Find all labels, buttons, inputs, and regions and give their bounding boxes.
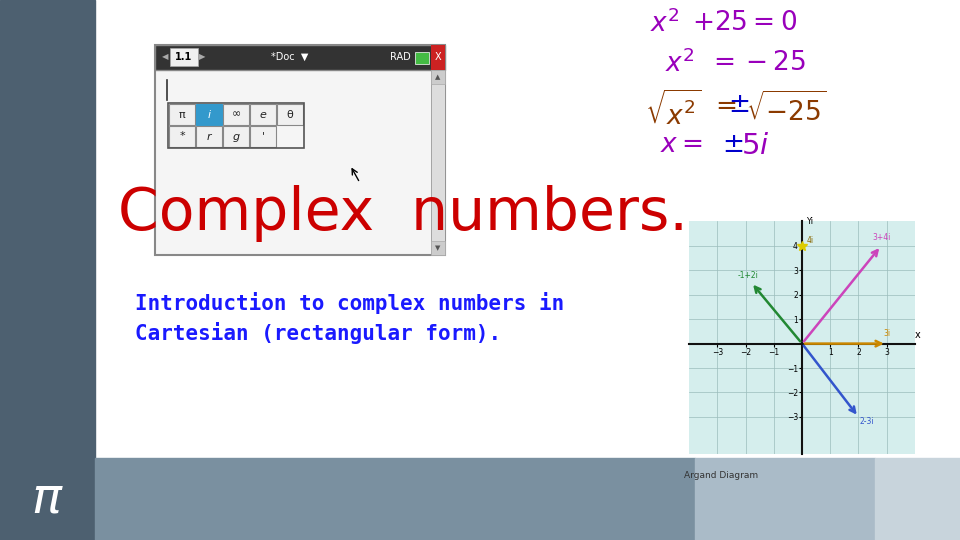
Text: ▶: ▶ [199, 52, 205, 62]
Bar [95, 458, 695, 540]
Text: ∞: ∞ [231, 110, 241, 119]
Bar [223, 126, 249, 147]
Bar [415, 52, 429, 64]
Bar [0, 0, 95, 540]
Text: -1+2i: -1+2i [737, 271, 758, 280]
Bar [0, 458, 95, 540]
Text: $x^2$: $x^2$ [650, 10, 680, 38]
Text: $\pm$: $\pm$ [728, 92, 749, 118]
Text: $x = $: $x = $ [660, 132, 703, 158]
Bar [431, 70, 445, 84]
Text: Cartesian (rectangular form).: Cartesian (rectangular form). [135, 322, 501, 344]
Text: $x^2$: $x^2$ [665, 50, 694, 78]
Bar [155, 45, 445, 70]
Text: $\sqrt{-25}$: $\sqrt{-25}$ [746, 92, 827, 127]
Bar [196, 104, 222, 125]
Text: $\pm$: $\pm$ [722, 132, 743, 158]
Bar [196, 126, 222, 147]
Text: 3+4i: 3+4i [873, 233, 891, 242]
Text: 3i: 3i [884, 329, 891, 338]
Text: X: X [435, 52, 442, 62]
Text: ◀: ◀ [161, 52, 168, 62]
Text: $\pi$: $\pi$ [31, 474, 63, 524]
Text: ▼: ▼ [435, 245, 441, 251]
Bar [223, 104, 249, 125]
Text: g: g [232, 132, 240, 141]
Text: ': ' [261, 132, 265, 141]
Text: $\sqrt{x^2}$: $\sqrt{x^2}$ [645, 92, 702, 131]
Bar [169, 104, 195, 125]
Text: *Doc  ▼: *Doc ▼ [272, 52, 309, 62]
Bar [875, 458, 960, 540]
Bar [169, 126, 195, 147]
Text: *: * [180, 132, 185, 141]
Text: π: π [179, 110, 185, 119]
Text: r: r [206, 132, 211, 141]
Bar [277, 104, 303, 125]
Text: Introduction to complex numbers in: Introduction to complex numbers in [135, 292, 564, 314]
Bar [250, 126, 276, 147]
Text: 1.1: 1.1 [176, 52, 193, 62]
Bar [250, 104, 276, 125]
Text: x: x [915, 329, 921, 340]
Bar [155, 45, 445, 255]
Text: i: i [207, 110, 210, 119]
Text: ▲: ▲ [435, 74, 441, 80]
Bar [168, 103, 304, 148]
Text: $5i$: $5i$ [741, 132, 770, 160]
Text: 2-3i: 2-3i [860, 417, 875, 426]
Bar [695, 458, 875, 540]
Text: e: e [259, 110, 267, 119]
Text: θ: θ [287, 110, 294, 119]
Text: $+ 25 = 0$: $+ 25 = 0$ [692, 10, 797, 36]
Text: $= -25$: $= -25$ [708, 50, 806, 76]
Text: Complex  numbers.: Complex numbers. [118, 185, 688, 242]
Text: $=$: $=$ [710, 92, 736, 118]
Text: Argand Diagram: Argand Diagram [684, 471, 757, 480]
Bar [431, 45, 445, 70]
Text: RAD: RAD [390, 52, 410, 62]
Bar [431, 241, 445, 255]
Bar [431, 70, 445, 255]
Bar [170, 48, 198, 66]
Text: 4i: 4i [806, 237, 813, 245]
Text: Yi: Yi [806, 217, 813, 226]
